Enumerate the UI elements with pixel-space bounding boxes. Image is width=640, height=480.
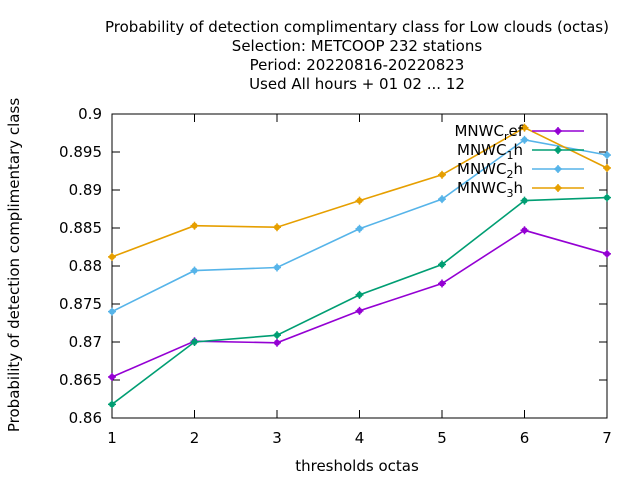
data-point [438,279,446,288]
data-point [108,307,116,316]
data-point [355,224,364,233]
series-MNWC_1h [108,193,611,409]
plot-area: 0.86 0.865 0.87 0.875 0.88 0.885 0.89 0.895 0.9 1… [59,105,612,447]
series-line [111,126,608,258]
data-point [273,263,281,272]
x-tick-label: 4 [355,429,365,447]
plot-frame [111,113,608,419]
data-point [438,170,446,179]
data-point [554,127,562,135]
x-axis-title: thresholds octas [295,457,419,475]
series-MNWC_2h [108,135,611,316]
data-point [190,266,199,275]
data-point [603,193,611,202]
series-line [111,229,608,378]
data-point [108,252,116,261]
legend-label: MNWC2h [457,160,523,181]
legend-label: MNWCref [454,122,523,143]
data-point [554,146,562,154]
data-point [520,123,529,132]
x-tick-label: 5 [437,429,447,447]
y-tick-label: 0.9 [78,105,102,123]
series-MNWC_ref [108,226,611,381]
data-point [603,151,611,160]
legend-label: MNWC3h [457,179,523,200]
data-point [520,196,529,205]
y-tick-label: 0.86 [69,409,102,427]
data-point [438,195,446,204]
legend-item: MNWC2h [457,160,584,181]
x-tick-label: 2 [190,429,200,447]
x-tick-label: 7 [602,429,612,447]
data-point [108,400,116,409]
data-point [438,260,446,269]
y-tick-label: 0.89 [69,181,102,199]
data-point [355,196,364,205]
y-tick-label: 0.87 [69,333,102,351]
data-point [273,331,281,340]
title-line: Used All hours + 01 02 ... 12 [249,75,465,93]
data-point [603,163,611,172]
chart-title: Probability of detection complimentary c… [105,18,609,93]
y-tick-label: 0.885 [59,219,102,237]
data-point [554,184,562,192]
data-point [520,226,529,235]
data-point [520,135,529,144]
data-point [273,223,281,232]
title-line: Probability of detection complimentary c… [105,18,609,36]
data-point [108,372,116,381]
data-point [355,290,364,299]
series-MNWC_3h [108,123,611,261]
data-point [190,221,199,230]
data-point [190,338,199,346]
legend-item: MNWC3h [457,179,584,200]
y-tick-label: 0.875 [59,295,102,313]
legend-item: MNWCref [454,122,584,143]
y-axis-title: Probability of detection complimentary c… [5,98,23,432]
y-tick-label: 0.895 [59,143,102,161]
title-line: Period: 20220816-20220823 [250,56,465,74]
legend-label: MNWC1h [457,141,523,162]
x-tick-label: 6 [520,429,530,447]
data-point [554,165,562,173]
legend-item: MNWC1h [457,141,584,162]
data-point [603,249,611,258]
y-tick-label: 0.88 [69,257,102,275]
data-point [273,338,281,347]
x-tick-label: 1 [107,429,117,447]
title-line: Selection: METCOOP 232 stations [232,37,483,55]
data-point [355,306,364,315]
x-tick-label: 3 [272,429,282,447]
y-tick-label: 0.865 [59,371,102,389]
